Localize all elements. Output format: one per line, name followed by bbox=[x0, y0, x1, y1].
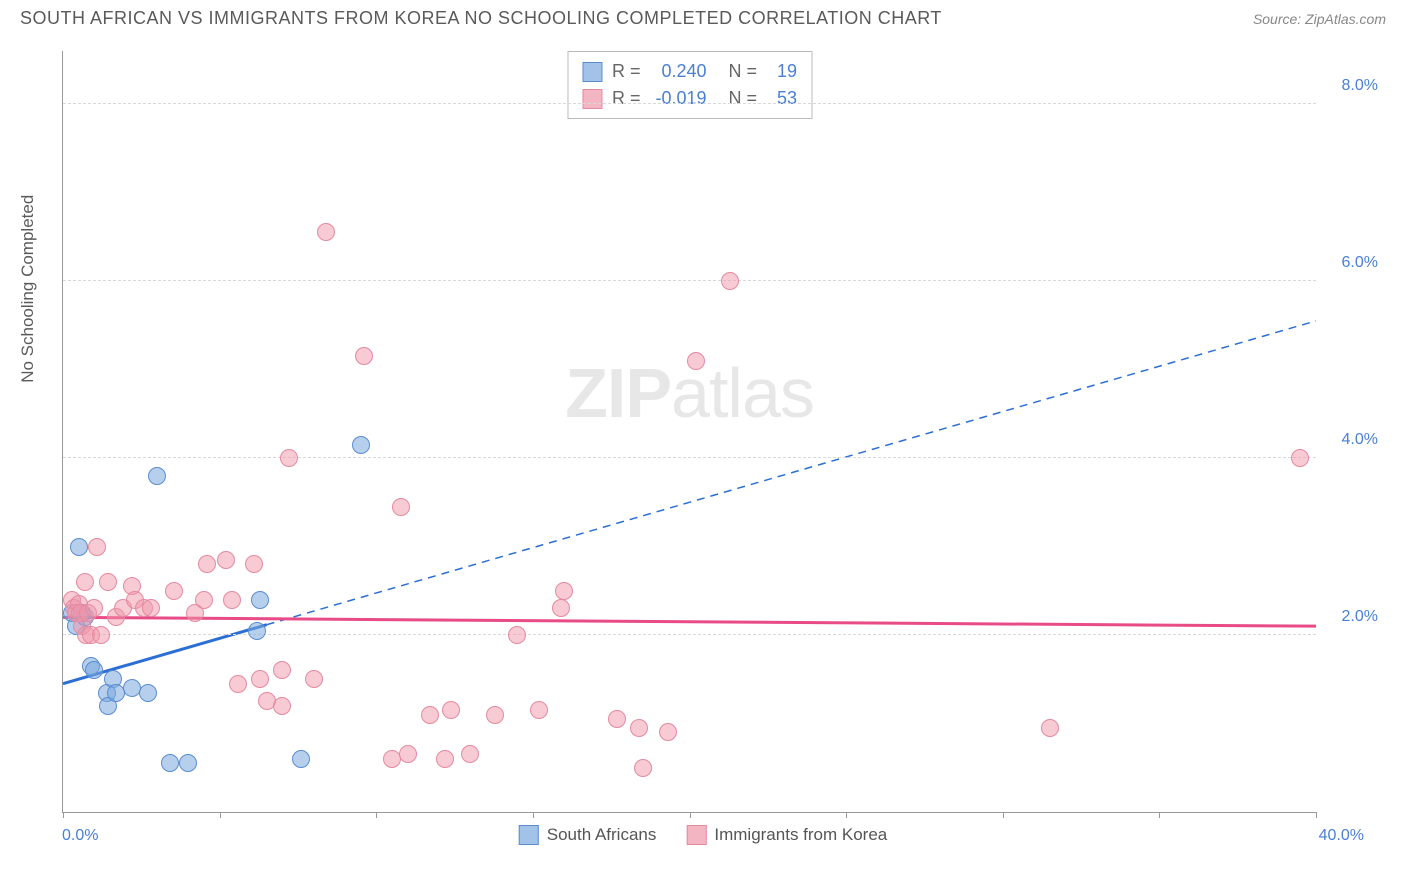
stat-r-label: R = bbox=[612, 58, 641, 85]
data-point bbox=[292, 750, 310, 768]
data-point bbox=[248, 622, 266, 640]
stats-row: R = 0.240 N = 19 bbox=[582, 58, 797, 85]
chart-title: SOUTH AFRICAN VS IMMIGRANTS FROM KOREA N… bbox=[20, 8, 942, 29]
data-point bbox=[442, 701, 460, 719]
stat-r-value: -0.019 bbox=[651, 85, 707, 112]
y-tick-label: 4.0% bbox=[1342, 431, 1378, 449]
x-axis-label: 40.0% bbox=[1319, 827, 1364, 845]
x-tick bbox=[63, 812, 64, 818]
chart-container: No Schooling Completed ZIPatlas R =0.240… bbox=[20, 33, 1386, 863]
gridline bbox=[63, 280, 1316, 281]
data-point bbox=[1291, 449, 1309, 467]
data-point bbox=[223, 591, 241, 609]
data-point bbox=[88, 538, 106, 556]
data-point bbox=[608, 710, 626, 728]
x-axis-label: 0.0% bbox=[62, 827, 98, 845]
data-point bbox=[245, 555, 263, 573]
data-point bbox=[76, 573, 94, 591]
data-point bbox=[280, 449, 298, 467]
data-point bbox=[217, 551, 235, 569]
data-point bbox=[530, 701, 548, 719]
data-point bbox=[399, 745, 417, 763]
stats-box: R = 0.240 N = 19 R = -0.019 N = 53 bbox=[567, 51, 812, 119]
stat-n-value: 19 bbox=[767, 58, 797, 85]
data-point bbox=[273, 661, 291, 679]
legend-swatch bbox=[519, 825, 539, 845]
x-tick bbox=[376, 812, 377, 818]
data-point bbox=[1041, 719, 1059, 737]
x-tick bbox=[846, 812, 847, 818]
trend-lines-svg bbox=[63, 51, 1316, 812]
data-point bbox=[508, 626, 526, 644]
header: SOUTH AFRICAN VS IMMIGRANTS FROM KOREA N… bbox=[0, 0, 1406, 33]
data-point bbox=[634, 759, 652, 777]
data-point bbox=[555, 582, 573, 600]
legend-label: South Africans bbox=[547, 825, 657, 845]
legend-item: South Africans bbox=[519, 825, 657, 845]
legend-swatch bbox=[582, 89, 602, 109]
data-point bbox=[139, 684, 157, 702]
data-point bbox=[317, 223, 335, 241]
y-axis-title: No Schooling Completed bbox=[18, 195, 38, 383]
data-point bbox=[305, 670, 323, 688]
data-point bbox=[461, 745, 479, 763]
gridline bbox=[63, 457, 1316, 458]
x-tick bbox=[533, 812, 534, 818]
legend-item: Immigrants from Korea bbox=[686, 825, 887, 845]
data-point bbox=[436, 750, 454, 768]
y-tick-label: 8.0% bbox=[1342, 77, 1378, 95]
data-point bbox=[85, 599, 103, 617]
data-point bbox=[195, 591, 213, 609]
data-point bbox=[421, 706, 439, 724]
data-point bbox=[251, 670, 269, 688]
stat-r-label: R = bbox=[612, 85, 641, 112]
x-tick bbox=[1316, 812, 1317, 818]
data-point bbox=[687, 352, 705, 370]
bottom-legend: South Africans Immigrants from Korea bbox=[519, 825, 888, 845]
source-label: Source: ZipAtlas.com bbox=[1253, 11, 1386, 27]
data-point bbox=[229, 675, 247, 693]
stat-n-value: 53 bbox=[767, 85, 797, 112]
data-point bbox=[721, 272, 739, 290]
x-tick bbox=[1003, 812, 1004, 818]
trend-line-dashed bbox=[267, 321, 1316, 625]
legend-swatch bbox=[686, 825, 706, 845]
data-point bbox=[85, 661, 103, 679]
data-point bbox=[165, 582, 183, 600]
data-point bbox=[99, 573, 117, 591]
data-point bbox=[142, 599, 160, 617]
legend-label: Immigrants from Korea bbox=[714, 825, 887, 845]
data-point bbox=[179, 754, 197, 772]
stat-r-value: 0.240 bbox=[651, 58, 707, 85]
legend-swatch bbox=[582, 62, 602, 82]
data-point bbox=[161, 754, 179, 772]
data-point bbox=[659, 723, 677, 741]
data-point bbox=[251, 591, 269, 609]
data-point bbox=[70, 538, 88, 556]
x-tick bbox=[1159, 812, 1160, 818]
stat-n-label: N = bbox=[729, 58, 758, 85]
data-point bbox=[355, 347, 373, 365]
gridline bbox=[63, 103, 1316, 104]
data-point bbox=[92, 626, 110, 644]
data-point bbox=[392, 498, 410, 516]
data-point bbox=[273, 697, 291, 715]
y-tick-label: 6.0% bbox=[1342, 254, 1378, 272]
plot-area: ZIPatlas R =0.240N =19R =-0.019N =53 2.0… bbox=[62, 51, 1316, 813]
data-point bbox=[552, 599, 570, 617]
data-point bbox=[198, 555, 216, 573]
data-point bbox=[630, 719, 648, 737]
data-point bbox=[486, 706, 504, 724]
data-point bbox=[148, 467, 166, 485]
stat-n-label: N = bbox=[729, 85, 758, 112]
x-tick bbox=[220, 812, 221, 818]
y-tick-label: 2.0% bbox=[1342, 608, 1378, 626]
data-point bbox=[352, 436, 370, 454]
x-tick bbox=[690, 812, 691, 818]
stats-row: R = -0.019 N = 53 bbox=[582, 85, 797, 112]
watermark-bold: ZIP bbox=[565, 354, 671, 432]
